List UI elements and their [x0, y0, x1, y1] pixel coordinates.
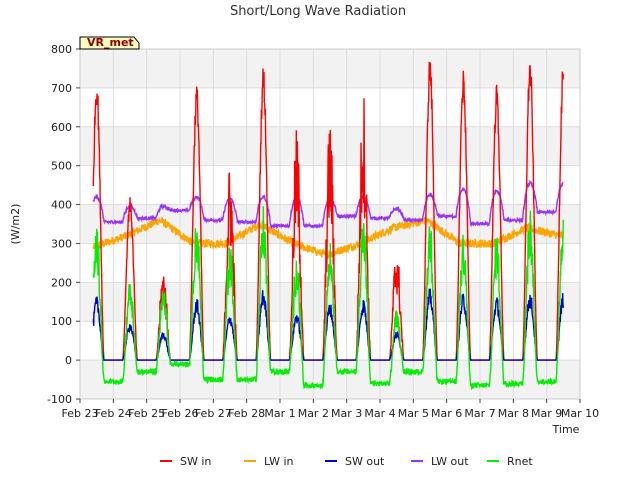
x-tick-label: Mar 9 — [531, 407, 562, 420]
x-tick-label: Mar 8 — [498, 407, 529, 420]
series-layer — [79, 48, 581, 400]
y-tick-label: 100 — [51, 315, 72, 328]
y-tick-label: 700 — [51, 82, 72, 95]
plot-band — [80, 360, 580, 399]
y-axis-title: (W/m2) — [9, 204, 22, 245]
series-line-rnet — [92, 206, 564, 391]
badge: VR_met — [79, 36, 140, 50]
y-axis: -100 0 100 200 300 400 500 600 700 800 — [47, 43, 80, 406]
legend-label: SW out — [345, 455, 385, 468]
legend: SW in LW in SW out LW out Rnet — [160, 455, 533, 468]
x-tick-label: Mar 6 — [431, 407, 462, 420]
y-tick-label: 400 — [51, 199, 72, 212]
legend-label: LW in — [264, 455, 294, 468]
y-tick-label: 200 — [51, 276, 72, 289]
x-tick-label: Mar 2 — [298, 407, 329, 420]
plot-frame — [79, 48, 581, 400]
x-tick-label: Mar 10 — [561, 407, 599, 420]
x-tick-label: Feb 24 — [95, 407, 132, 420]
legend-label: LW out — [431, 455, 469, 468]
x-tick-label: Feb 23 — [62, 407, 99, 420]
x-axis-title: Time — [552, 423, 580, 436]
y-tick-label: 800 — [51, 43, 72, 56]
badge-shape — [79, 36, 140, 50]
series-line-lw-in — [92, 216, 564, 261]
x-tick-label: Mar 5 — [398, 407, 429, 420]
y-tick-label: 500 — [51, 160, 72, 173]
x-tick-label: Feb 26 — [162, 407, 199, 420]
series-line-sw-out — [92, 288, 564, 361]
legend-label: SW in — [180, 455, 211, 468]
plot-band — [80, 49, 580, 88]
chart-title: Short/Long Wave Radiation — [230, 4, 406, 19]
x-tick-label: Feb 27 — [195, 407, 232, 420]
y-tick-label: 0 — [65, 354, 72, 367]
x-tick-label: Feb 25 — [128, 407, 165, 420]
y-tick-label: 300 — [51, 237, 72, 250]
x-tick-label: Mar 1 — [264, 407, 295, 420]
y-tick-label: -100 — [47, 393, 72, 406]
legend-label: Rnet — [507, 455, 533, 468]
x-tick-label: Feb 28 — [228, 407, 265, 420]
badge-label: VR_met — [87, 36, 134, 49]
x-tick-label: Mar 3 — [331, 407, 362, 420]
y-tick-label: 600 — [51, 121, 72, 134]
x-tick-label: Mar 4 — [364, 407, 395, 420]
x-tick-label: Mar 7 — [464, 407, 495, 420]
